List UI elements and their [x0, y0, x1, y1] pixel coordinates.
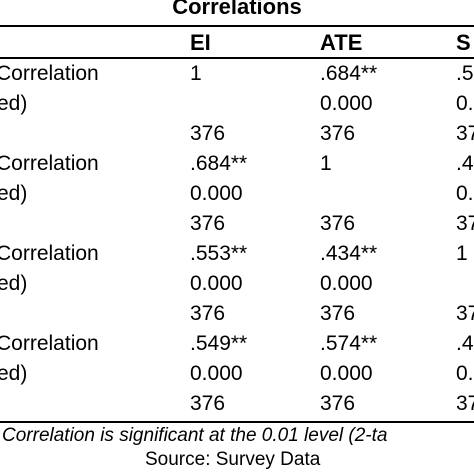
table-cell: 37 [456, 122, 474, 145]
table-cell: 376 [320, 302, 356, 325]
table-cell: 37 [456, 212, 474, 235]
column-header-ate: ATE [320, 30, 363, 55]
table-cell: 1 [320, 152, 332, 175]
row-label: Correlation [0, 152, 99, 175]
table-cell: 1 [190, 62, 202, 85]
table-cell: .553** [190, 242, 248, 265]
column-header-ei: EI [190, 30, 211, 55]
table-cell: 0.000 [190, 272, 243, 295]
table-cell: 0.000 [320, 92, 373, 115]
table-cell: 0. [456, 182, 474, 205]
row-label: Correlation [0, 242, 99, 265]
table-cell: .5 [456, 62, 474, 85]
table-cell: 0.000 [320, 362, 373, 385]
header-bottom-rule [0, 57, 474, 59]
row-label: ed) [0, 92, 28, 115]
table-cell: 1 [456, 242, 468, 265]
table-cell: .4 [456, 332, 474, 355]
footnote: Correlation is significant at the 0.01 l… [2, 425, 388, 446]
table-cell: 376 [320, 122, 356, 145]
table-cell: 376 [190, 122, 226, 145]
table-cell: 0.000 [190, 182, 243, 205]
table-title: Correlations [172, 0, 302, 19]
row-label: ed) [0, 272, 28, 295]
table-cell: 376 [190, 212, 226, 235]
table-cell: .684** [320, 62, 378, 85]
row-label: Correlation [0, 332, 99, 355]
table-cell: .574** [320, 332, 378, 355]
table-cell: .549** [190, 332, 248, 355]
table-cell: 0. [456, 362, 474, 385]
table-cell: 0. [456, 92, 474, 115]
table-cell: 376 [190, 302, 226, 325]
table-cell: .434** [320, 242, 378, 265]
column-header-s: S [456, 30, 471, 55]
row-label: Correlation [0, 62, 99, 85]
header-top-rule [0, 25, 474, 27]
source-note: Source: Survey Data [145, 449, 321, 470]
table-cell: .684** [190, 152, 248, 175]
row-label: ed) [0, 182, 28, 205]
table-bottom-rule [0, 421, 474, 423]
table-cell: 37 [456, 392, 474, 415]
table-cell: 37 [456, 302, 474, 325]
table-cell: 0.000 [190, 362, 243, 385]
table-cell: 376 [320, 212, 356, 235]
table-cell: 0.000 [320, 272, 373, 295]
table-cell: .4 [456, 152, 474, 175]
row-label: ed) [0, 362, 28, 385]
table-cell: 376 [320, 392, 356, 415]
table-cell: 376 [190, 392, 226, 415]
